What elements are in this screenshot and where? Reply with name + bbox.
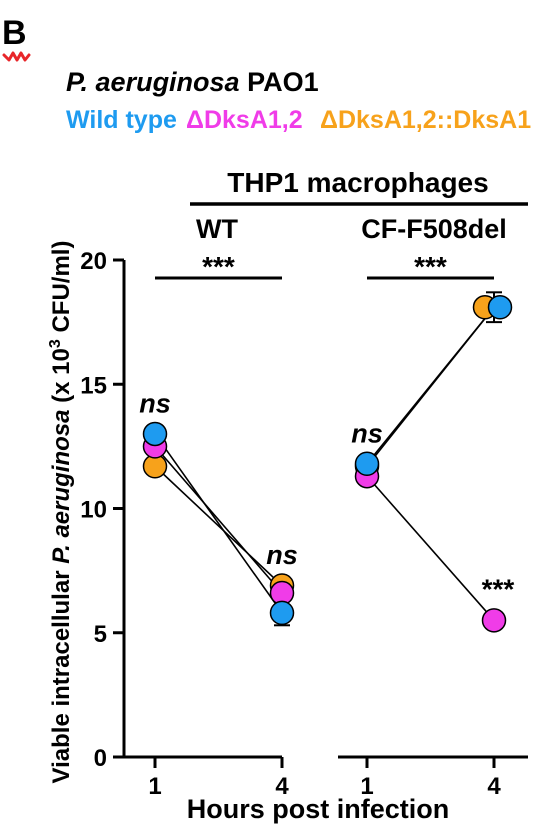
y-tick-label: 10 xyxy=(80,497,107,524)
x-tick-label-cf: 4 xyxy=(487,773,501,800)
y-axis-label: Viable intracellular P. aeruginosa (x 10… xyxy=(47,241,75,784)
legend-item-wild-type: Wild type xyxy=(66,106,177,134)
x-tick-label-wt: 1 xyxy=(148,773,161,800)
point-annotation: ns xyxy=(139,388,171,418)
data-point xyxy=(481,608,507,633)
point-annotation: ns xyxy=(266,540,298,570)
chart-title: P. aeruginosa PAO1 xyxy=(66,67,319,97)
legend-item-dksa12: ΔDksA1,2 xyxy=(186,106,303,134)
panel-label: B xyxy=(2,14,27,52)
legend-item-dksa12-dksa1: ΔDksA1,2::DksA1 xyxy=(320,106,531,134)
x-tick-label-cf: 1 xyxy=(360,773,373,800)
x-axis-label: Hours post infection xyxy=(187,794,450,824)
point-annotation: ns xyxy=(351,418,383,448)
y-axis-ticks: 0 5 10 15 20 xyxy=(80,248,124,772)
data-point xyxy=(354,451,380,477)
chart-title-plain: PAO1 xyxy=(240,67,319,97)
group-label-wt: WT xyxy=(196,214,238,244)
header-thp1: THP1 macrophages xyxy=(227,167,488,198)
y-tick-label: 0 xyxy=(94,745,107,772)
series-line-wt xyxy=(154,433,283,614)
y-axis-label-sup: 3 xyxy=(47,339,64,348)
chart-title-italic: P. aeruginosa xyxy=(66,67,240,97)
y-tick-label: 20 xyxy=(80,248,107,275)
data-point xyxy=(487,294,513,320)
panel-label-underline xyxy=(2,51,31,62)
series-line-cf xyxy=(366,306,495,467)
y-axis-label-italic: P. aeruginosa xyxy=(48,410,75,564)
x-tick-label-wt: 4 xyxy=(275,773,289,800)
point-annotation: *** xyxy=(482,573,515,604)
significance-label-wt: *** xyxy=(202,251,235,282)
data-point xyxy=(269,600,295,626)
plot-area: *** ns ns *** ns *** xyxy=(139,251,515,633)
series-line-wt xyxy=(154,465,283,587)
y-axis-label-part3: CFU/ml) xyxy=(48,241,75,340)
y-tick-label: 15 xyxy=(80,372,107,399)
y-tick-label: 5 xyxy=(94,621,107,648)
y-axis-label-part2: (x 10 xyxy=(48,348,75,409)
significance-label-cf: *** xyxy=(414,251,447,282)
series-line-wt xyxy=(154,445,283,594)
data-point xyxy=(142,421,168,447)
group-label-cf: CF-F508del xyxy=(361,214,507,244)
series-line-cf xyxy=(366,475,495,621)
y-axis-label-part1: Viable intracellular xyxy=(48,564,75,784)
